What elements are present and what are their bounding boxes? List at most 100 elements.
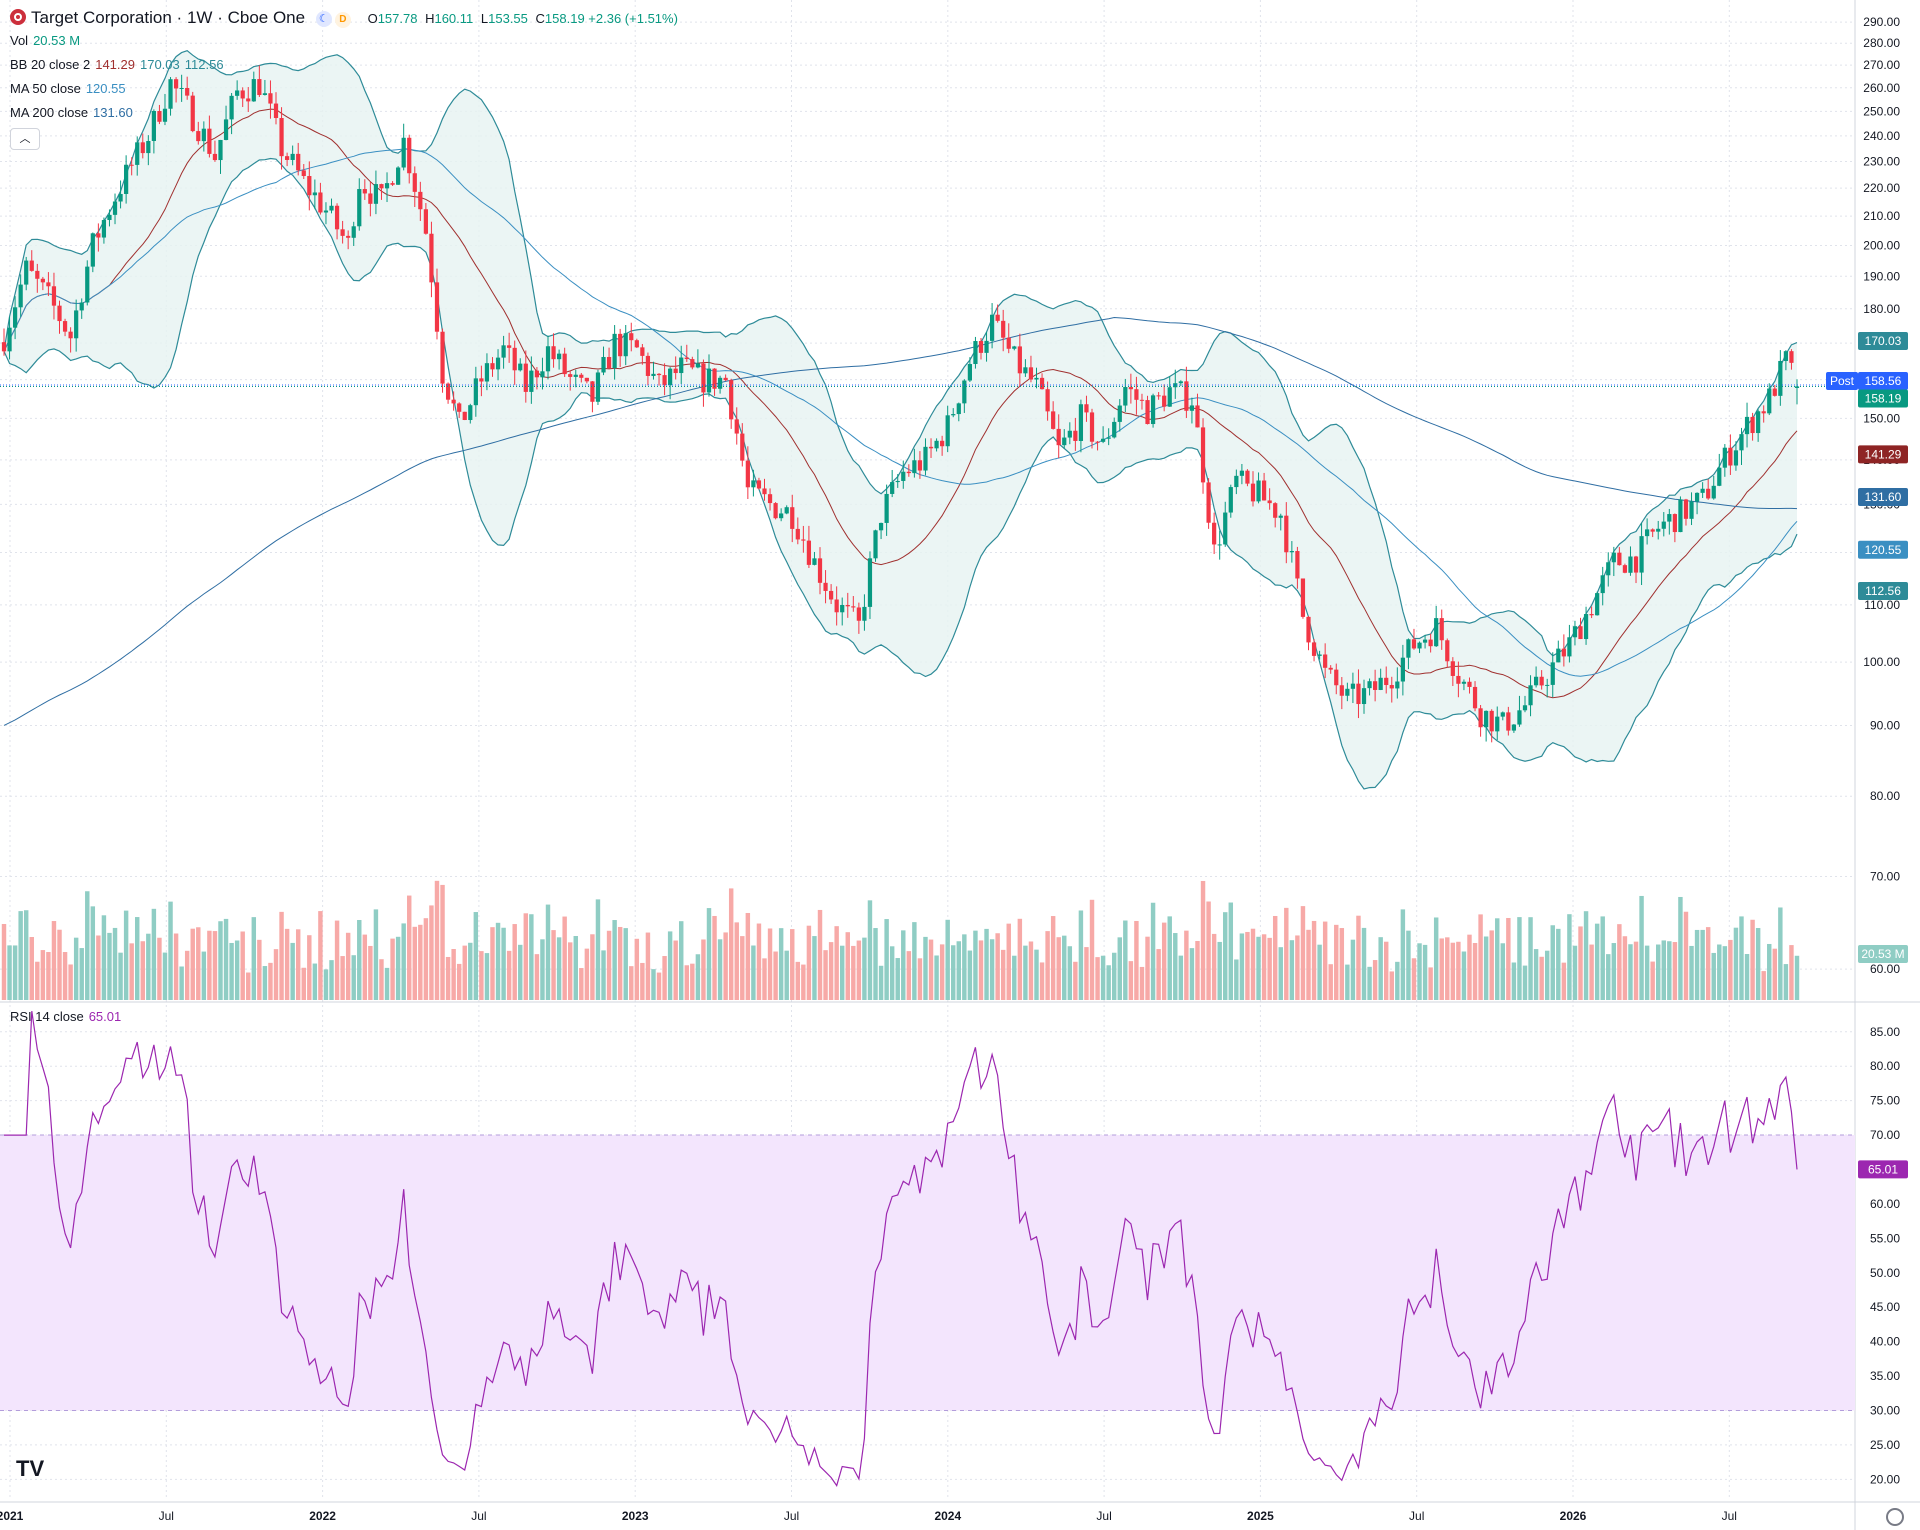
last-price-tag[interactable]: 158.19 — [1858, 389, 1908, 408]
bb-upper-tag[interactable]: 170.03 — [1858, 332, 1908, 351]
volume-bar — [529, 914, 534, 1000]
candle-body — [790, 507, 795, 529]
candle-body — [1239, 470, 1245, 476]
candle-body — [1389, 685, 1394, 689]
ma50-line — [3, 148, 1798, 677]
bb-legend[interactable]: BB 20 close 2 141.29 170.03 112.56 — [10, 57, 224, 72]
rsi-tick-label: 50.00 — [1870, 1266, 1900, 1280]
tradingview-logo-icon[interactable]: TV — [16, 1456, 45, 1481]
volume-bar — [1111, 952, 1117, 1000]
volume-bar — [40, 950, 46, 1000]
candle-body — [1767, 388, 1772, 414]
candle-body — [1056, 428, 1061, 446]
candle-body — [1189, 405, 1195, 411]
ma200-tag[interactable]: 131.60 — [1858, 488, 1908, 507]
volume-bar — [490, 927, 495, 1000]
candle-body — [1134, 389, 1139, 400]
volume-bar — [1278, 947, 1283, 1000]
candle-body — [46, 282, 51, 287]
bb-lower-tag[interactable]: 112.56 — [1858, 581, 1908, 600]
volume-bar — [418, 924, 423, 1000]
candle-body — [1550, 662, 1555, 685]
candle-body — [157, 111, 162, 122]
price-tick-label: 200.00 — [1863, 238, 1900, 252]
volume-bar — [1256, 936, 1261, 1000]
candle-body — [1583, 614, 1589, 640]
candle-body — [956, 403, 961, 415]
market-closed-icon[interactable]: ☾ — [315, 11, 332, 27]
volume-bar — [1245, 931, 1250, 1000]
delayed-data-badge[interactable]: D — [334, 12, 351, 28]
price-tick-label: 90.00 — [1870, 718, 1900, 732]
candle-body — [384, 183, 390, 189]
candle-body — [1006, 337, 1011, 349]
bb-lower-value: 112.56 — [184, 57, 224, 72]
candle-body — [534, 370, 540, 378]
volume-bar — [118, 952, 123, 1000]
volume-bar — [634, 938, 640, 1000]
rsi-tag-bg — [1858, 1160, 1908, 1179]
ma50-tag-bg — [1858, 540, 1908, 559]
volume-bar — [790, 929, 795, 1000]
volume-bar — [1767, 943, 1772, 1000]
candle-body — [490, 363, 495, 370]
settings-gear-icon[interactable] — [1886, 1508, 1904, 1526]
rsi-tick-label: 35.00 — [1870, 1369, 1900, 1383]
bb-basis-tag[interactable]: 141.29 — [1858, 445, 1908, 464]
volume-bar — [734, 922, 739, 1000]
ma200-tag-text: 131.60 — [1865, 490, 1902, 504]
candle-body — [162, 108, 168, 122]
volume-bar — [1372, 960, 1378, 1000]
candle-body — [1772, 388, 1777, 396]
price-tick-label: 210.00 — [1863, 209, 1900, 223]
volume-bar — [1306, 929, 1311, 1000]
candle-body — [1106, 437, 1111, 439]
price-tick-label: 290.00 — [1863, 15, 1900, 29]
volume-bar — [462, 945, 467, 1000]
price-tick-label: 270.00 — [1863, 58, 1900, 72]
candle-body — [1495, 716, 1500, 732]
volume-bar — [695, 954, 701, 1000]
candle-body — [1378, 677, 1383, 690]
candle-body — [1528, 685, 1533, 706]
candle-body — [1472, 686, 1478, 709]
volume-bar — [556, 937, 562, 1000]
volume-bar — [1378, 937, 1383, 1000]
time-tick-label: 2022 — [309, 1509, 336, 1523]
candle-body — [1450, 661, 1455, 676]
rsi-tag[interactable]: 65.01 — [1858, 1160, 1908, 1179]
candle-body — [862, 606, 867, 621]
volume-bar — [23, 910, 29, 1000]
volume-bar — [1367, 966, 1372, 1000]
volume-bar — [945, 919, 950, 1000]
candle-body — [684, 357, 689, 360]
ma200-legend[interactable]: MA 200 close 131.60 — [10, 105, 133, 120]
volume-bar — [1683, 911, 1689, 1000]
volume-bar — [989, 939, 995, 1000]
candle-body — [1212, 522, 1217, 545]
time-tick-label: Jul — [1722, 1509, 1737, 1523]
candle-body — [1794, 386, 1800, 389]
volume-bar — [690, 963, 695, 1000]
collapse-legend-button[interactable]: ︿ — [10, 128, 40, 150]
ma50-legend[interactable]: MA 50 close 120.55 — [10, 81, 126, 96]
volume-bar — [1322, 921, 1328, 1000]
volume-bar — [767, 928, 773, 1000]
candle-body — [140, 142, 145, 154]
volume-tag[interactable]: 20.53 M — [1858, 945, 1908, 963]
vol-legend[interactable]: Vol 20.53 M — [10, 33, 81, 48]
candle-body — [495, 357, 501, 370]
post-price-tag[interactable]: 158.56 Post — [1826, 372, 1908, 391]
ma50-tag[interactable]: 120.55 — [1858, 540, 1908, 559]
volume-bar — [801, 964, 806, 1000]
rsi-legend[interactable]: RSI 14 close 65.01 — [10, 1009, 122, 1024]
candle-body — [29, 260, 34, 271]
candle-body — [440, 331, 445, 384]
post-price-tag-bg — [1858, 372, 1908, 391]
candle-body — [851, 606, 856, 608]
volume-bar — [57, 929, 62, 1000]
candle-body — [1273, 503, 1278, 518]
volume-bar — [1789, 945, 1794, 1000]
candle-body — [1323, 654, 1328, 668]
